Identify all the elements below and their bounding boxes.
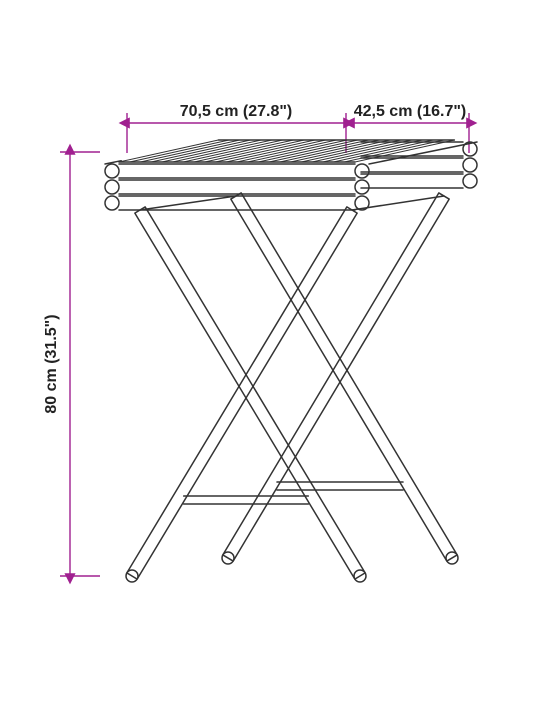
dimension-diagram: 70,5 cm (27.8") 42,5 cm (16.7") 80 cm (31.…: [0, 0, 540, 720]
depth-label: 42,5 cm (16.7"): [354, 103, 467, 120]
product-outline: [105, 140, 477, 582]
width-label: 70,5 cm (27.8"): [180, 103, 293, 120]
height-label: 80 cm (31.5"): [43, 314, 60, 413]
dimension-labels: 70,5 cm (27.8") 42,5 cm (16.7") 80 cm (31.…: [43, 103, 466, 414]
